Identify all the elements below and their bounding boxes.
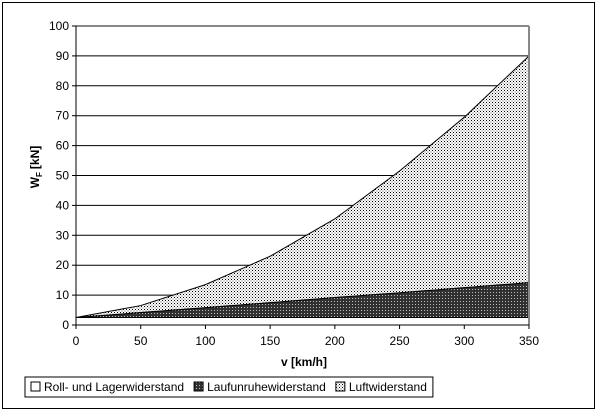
- y-tick-label-0: 0: [62, 318, 69, 332]
- y-axis-label: WF [kN]: [28, 146, 44, 189]
- legend: Roll- und Lagerwiderstand Laufunruhewider…: [24, 376, 434, 398]
- x-tick-label-250: 250: [390, 334, 410, 348]
- legend-swatch-2: [193, 381, 204, 392]
- x-tick-label-100: 100: [195, 334, 215, 348]
- legend-label-3: Luftwiderstand: [349, 380, 427, 394]
- y-axis-label-main: W: [28, 176, 42, 188]
- legend-label-2: Laufunruhewiderstand: [207, 380, 326, 394]
- y-axis-label-unit: [kN]: [28, 146, 42, 169]
- y-tick-labels: 0 10 20 30 40 50 60 70 80 90 100: [49, 19, 76, 332]
- x-tick-label-0: 0: [73, 334, 80, 348]
- legend-box: [24, 376, 434, 398]
- chart-frame: 0 10 20 30 40 50 60 70 80 90 100 0 50 100 150 200 250 30…: [2, 2, 595, 409]
- x-axis-label: v [km/h]: [281, 355, 327, 369]
- x-tick-labels: 0 50 100 150 200 250 300 350: [73, 325, 539, 348]
- y-tick-label-90: 90: [56, 49, 70, 63]
- x-tick-label-50: 50: [134, 334, 148, 348]
- y-tick-label-30: 30: [56, 228, 70, 242]
- legend-swatch-3: [335, 381, 346, 392]
- x-tick-label-200: 200: [325, 334, 345, 348]
- x-tick-label-350: 350: [519, 334, 539, 348]
- chart-svg: 0 10 20 30 40 50 60 70 80 90 100 0 50 100 150 200 250 30…: [24, 19, 539, 398]
- y-tick-label-100: 100: [49, 19, 69, 33]
- y-axis-label-sub: F: [35, 172, 44, 177]
- x-tick-label-150: 150: [260, 334, 280, 348]
- y-tick-label-20: 20: [56, 258, 70, 272]
- y-tick-label-10: 10: [56, 288, 70, 302]
- y-tick-label-50: 50: [56, 169, 70, 183]
- y-tick-label-70: 70: [56, 109, 70, 123]
- y-tick-label-80: 80: [56, 79, 70, 93]
- y-tick-label-40: 40: [56, 198, 70, 212]
- x-tick-label-300: 300: [454, 334, 474, 348]
- legend-label-1: Roll- und Lagerwiderstand: [44, 380, 184, 394]
- y-tick-label-60: 60: [56, 139, 70, 153]
- area-series-1: [75, 317, 530, 326]
- legend-swatch-1: [30, 381, 41, 392]
